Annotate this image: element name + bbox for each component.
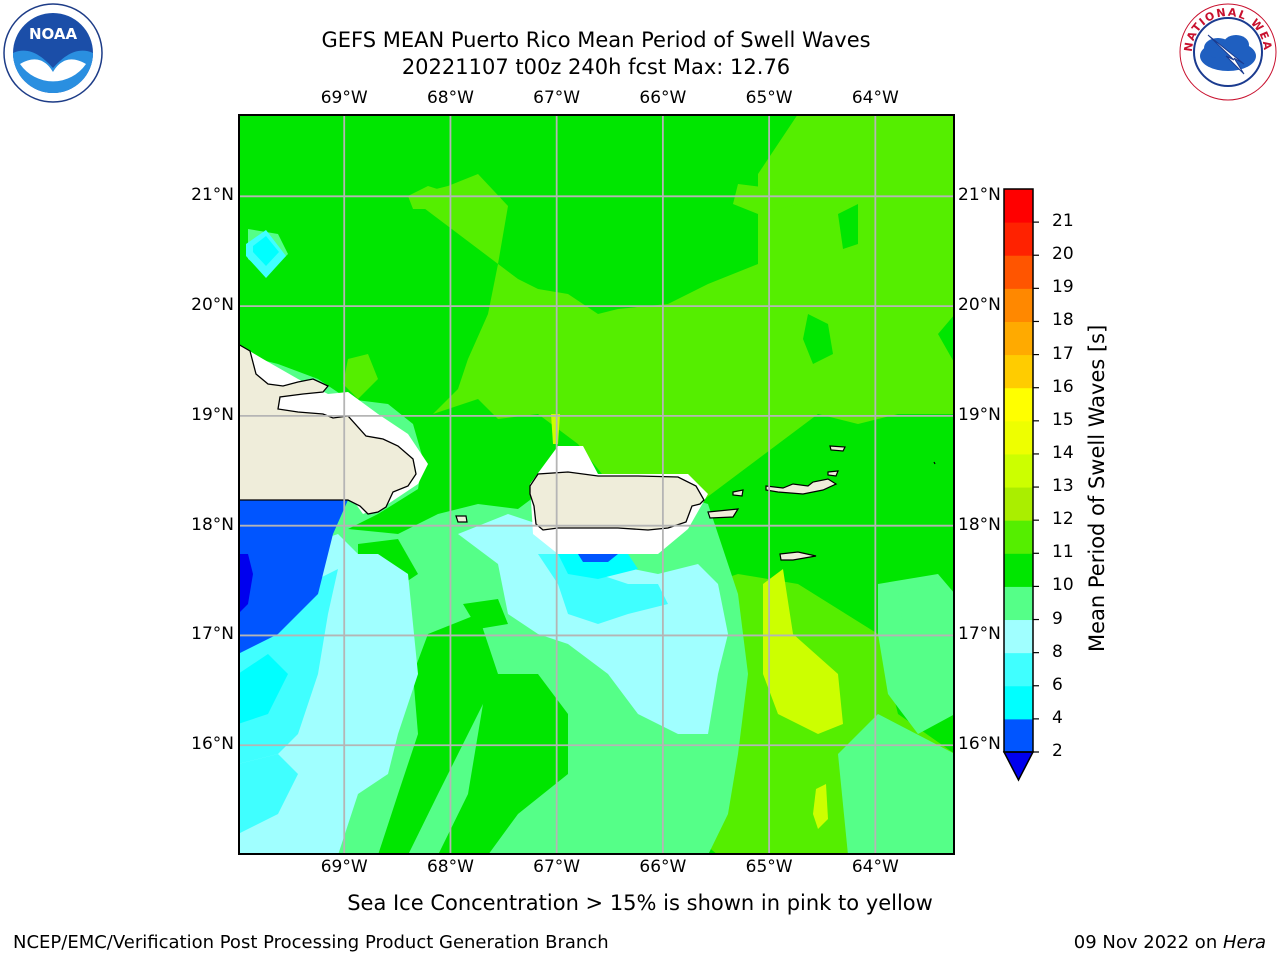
colorbar-segment [1004, 189, 1033, 223]
colorbar-segment [1004, 420, 1033, 455]
colorbar-level-label: 19 [1052, 277, 1074, 298]
map-subtitle: 20221107 t00z 240h fcst Max: 12.76 [401, 55, 791, 79]
colorbar-level-label: 8 [1052, 641, 1063, 662]
colorbar-title: Mean Period of Swell Waves [s] [1085, 324, 1109, 652]
hispaniola-land [238, 343, 417, 515]
noaa-logo: NOAA [3, 3, 103, 103]
colorbar-level-label: 18 [1052, 310, 1074, 331]
colorbar-level-label: 15 [1052, 409, 1074, 430]
lon-tick-label: 65°W [745, 857, 793, 877]
colorbar-segment [1004, 255, 1033, 289]
contour-12-13 [763, 569, 843, 734]
colorbar [1002, 188, 1039, 782]
lat-tick-label: 19°N [191, 404, 234, 425]
lon-tick-label: 64°W [851, 857, 899, 877]
lat-tick-label: 17°N [191, 624, 234, 645]
lon-tick-label: 66°W [639, 88, 687, 108]
colorbar-level-label: 12 [1052, 509, 1074, 530]
lon-tick-label: 69°W [320, 88, 368, 108]
lat-tick-label: 21°N [191, 185, 234, 206]
lon-tick-label: 65°W [745, 88, 793, 108]
colorbar-segment [1004, 520, 1033, 554]
colorbar-segment [1004, 553, 1033, 587]
map-title: GEFS MEAN Puerto Rico Mean Period of Swe… [321, 28, 871, 52]
lon-tick-label: 68°W [426, 857, 474, 877]
colorbar-level-label: 2 [1052, 741, 1063, 761]
contour-11-12 [408, 114, 955, 514]
lat-tick-label: 19°N [958, 404, 1001, 425]
colorbar-segment [1004, 387, 1033, 422]
colorbar-level-label: 9 [1052, 608, 1063, 629]
colorbar-segment [1004, 354, 1033, 389]
nws-logo: NATIONAL WEATHER SERVICE [1178, 2, 1277, 101]
contour-2-4 [238, 500, 348, 654]
lon-tick-label: 64°W [851, 88, 899, 108]
lat-tick-label: 21°N [958, 185, 1001, 206]
lat-tick-label: 20°N [958, 295, 1001, 316]
lat-tick-label: 17°N [958, 624, 1001, 645]
lon-tick-label: 67°W [533, 88, 581, 108]
colorbar-frame [1003, 188, 1034, 753]
colorbar-level-label: 17 [1052, 343, 1074, 364]
swell-period-map [238, 114, 955, 855]
lon-tick-label: 69°W [320, 857, 368, 877]
colorbar-segment [1004, 453, 1033, 488]
colorbar-segment [1004, 652, 1033, 687]
lat-tick-label: 16°N [958, 734, 1001, 755]
colorbar-level-label: 21 [1052, 211, 1074, 232]
graticule [238, 114, 955, 855]
lat-tick-label: 18°N [958, 514, 1001, 535]
colorbar-level-label: 16 [1052, 376, 1074, 397]
colorbar-underflow-arrow [1002, 751, 1035, 782]
colorbar-segment [1004, 487, 1033, 521]
noaa-logo-text: NOAA [29, 25, 78, 43]
sea-ice-caption: Sea Ice Concentration > 15% is shown in … [347, 891, 933, 915]
lat-tick-label: 16°N [191, 734, 234, 755]
host-name: Hera [1222, 932, 1266, 953]
colorbar-level-label: 14 [1052, 442, 1074, 463]
colorbar-segment [1004, 288, 1033, 322]
lat-tick-label: 18°N [191, 514, 234, 535]
lon-tick-label: 66°W [639, 857, 687, 877]
colorbar-level-label: 6 [1052, 674, 1063, 695]
colorbar-segment [1004, 718, 1033, 753]
colorbar-segment [1004, 586, 1033, 621]
colorbar-level-label: 4 [1052, 707, 1063, 728]
colorbar-level-label: 13 [1052, 476, 1074, 497]
lon-tick-label: 67°W [533, 857, 581, 877]
colorbar-segment [1004, 321, 1033, 356]
lon-tick-label: 68°W [426, 88, 474, 108]
colorbar-segment [1004, 619, 1033, 654]
colorbar-level-label: 20 [1052, 244, 1074, 265]
producer-credit: NCEP/EMC/Verification Post Processing Pr… [13, 932, 609, 953]
map-frame [238, 114, 955, 855]
colorbar-level-label: 11 [1052, 542, 1074, 563]
colorbar-segment [1004, 222, 1033, 256]
colorbar-segment [1004, 685, 1033, 720]
colorbar-level-label: 10 [1052, 575, 1074, 596]
generation-date: 09 Nov 2022 on Hera [1073, 932, 1266, 953]
lat-tick-label: 20°N [191, 295, 234, 316]
